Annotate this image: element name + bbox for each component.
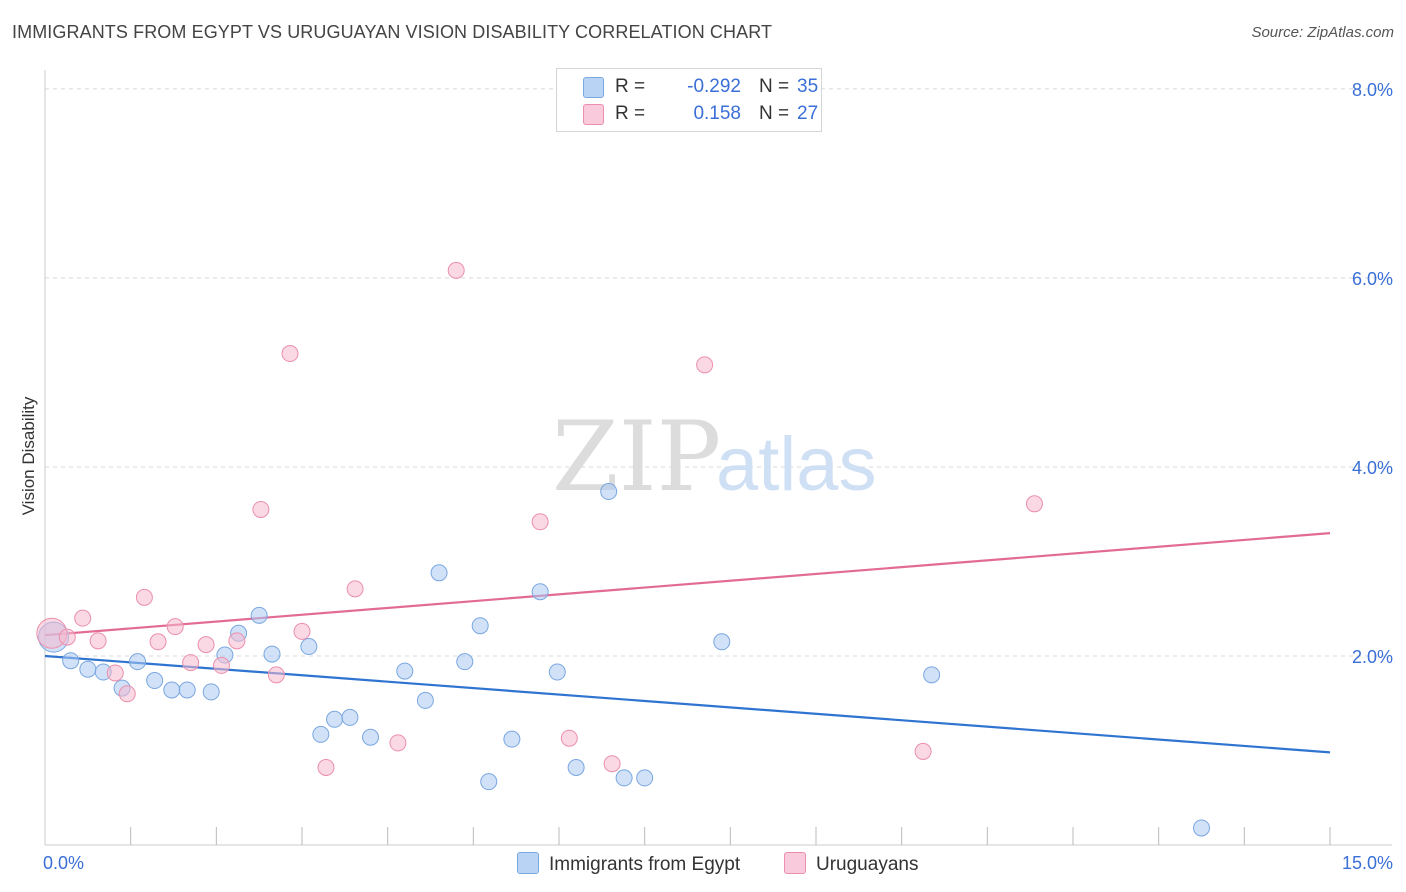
point-uruguayans xyxy=(118,685,136,703)
point-uruguayans xyxy=(166,618,184,636)
trend-line-uruguayans xyxy=(44,532,1331,637)
legend-r-value: 0.158 xyxy=(693,103,741,124)
legend-n-value: 35 xyxy=(797,76,819,97)
point-egypt xyxy=(250,606,268,624)
point-egypt xyxy=(300,638,318,656)
legend-swatch-pink-icon xyxy=(583,104,604,125)
watermark-zip: ZIP xyxy=(552,401,721,513)
legend-r-label: R = xyxy=(615,103,646,124)
point-egypt xyxy=(146,672,164,690)
point-uruguayans xyxy=(252,500,270,518)
point-uruguayans xyxy=(267,666,285,684)
legend-n-label: N = xyxy=(759,76,790,97)
point-egypt xyxy=(923,666,941,684)
point-egypt xyxy=(263,645,281,663)
point-egypt xyxy=(548,663,566,681)
point-uruguayans xyxy=(228,632,246,650)
x-tick-label: 0.0% xyxy=(43,853,84,873)
point-uruguayans xyxy=(317,759,335,776)
point-uruguayans xyxy=(58,628,76,646)
point-uruguayans xyxy=(89,632,107,650)
point-uruguayans xyxy=(531,513,549,531)
point-egypt xyxy=(163,681,181,699)
source-label: Source: ZipAtlas.com xyxy=(1251,24,1394,41)
point-uruguayans xyxy=(389,734,407,752)
x-tick-label: 15.0% xyxy=(1342,853,1393,873)
point-egypt xyxy=(396,662,414,680)
point-egypt xyxy=(615,769,633,787)
point-egypt xyxy=(600,483,618,501)
point-uruguayans xyxy=(281,345,299,363)
point-egypt xyxy=(1193,819,1210,837)
bottom-legend-blue-icon xyxy=(517,852,539,874)
point-uruguayans xyxy=(182,654,200,672)
point-uruguayans xyxy=(447,261,465,279)
legend-n-value: 27 xyxy=(797,103,819,124)
chart-title: IMMIGRANTS FROM EGYPT VS URUGUAYAN VISIO… xyxy=(12,22,773,42)
point-egypt xyxy=(480,773,498,791)
point-uruguayans xyxy=(346,580,364,598)
point-uruguayans xyxy=(293,622,311,640)
trend-line-egypt xyxy=(44,654,1331,754)
point-egypt xyxy=(636,769,654,787)
point-egypt xyxy=(416,691,434,709)
y-tick-label: 2.0% xyxy=(1352,647,1393,667)
stats-legend: R = -0.292 N = 35 R = 0.158 N = 27 xyxy=(556,68,822,132)
tick-labels: 2.0% 4.0% 6.0% 8.0% 0.0% 15.0% xyxy=(43,80,1393,873)
point-uruguayans xyxy=(560,729,578,747)
point-uruguayans xyxy=(603,755,621,773)
point-uruguayans xyxy=(212,656,230,674)
point-egypt xyxy=(430,564,448,582)
legend-swatch-blue-icon xyxy=(583,77,604,98)
point-egypt xyxy=(129,653,147,671)
point-egypt xyxy=(79,660,97,678)
point-egypt xyxy=(178,681,196,699)
point-egypt xyxy=(341,708,359,726)
point-egypt xyxy=(456,653,474,671)
point-uruguayans xyxy=(696,356,714,374)
point-egypt xyxy=(713,633,731,651)
point-egypt xyxy=(531,583,549,601)
gridlines xyxy=(45,88,1392,657)
legend-r-value: -0.292 xyxy=(687,76,741,97)
point-egypt xyxy=(567,759,585,776)
bottom-legend-uruguayans: Uruguayans xyxy=(784,852,918,876)
point-uruguayans xyxy=(106,664,124,682)
point-egypt xyxy=(362,728,380,746)
legend-n-label: N = xyxy=(759,103,790,124)
y-tick-label: 6.0% xyxy=(1352,269,1393,289)
point-uruguayans xyxy=(1025,495,1043,513)
point-uruguayans xyxy=(74,609,92,627)
bottom-legend-egypt: Immigrants from Egypt xyxy=(517,852,740,876)
point-egypt xyxy=(312,725,330,743)
point-uruguayans xyxy=(197,636,215,654)
bottom-legend-egypt-label: Immigrants from Egypt xyxy=(549,854,741,875)
point-uruguayans xyxy=(914,742,932,760)
data-points xyxy=(36,261,1210,837)
point-egypt xyxy=(202,683,220,701)
point-egypt xyxy=(503,730,521,748)
y-tick-label: 4.0% xyxy=(1352,458,1393,478)
y-tick-label: 8.0% xyxy=(1352,80,1393,100)
point-egypt xyxy=(62,652,80,670)
legend-r-label: R = xyxy=(615,76,646,97)
point-egypt xyxy=(471,617,489,635)
watermark-atlas: atlas xyxy=(716,422,877,507)
point-egypt xyxy=(326,710,344,728)
point-uruguayans xyxy=(149,633,167,651)
bottom-legend-uruguayans-label: Uruguayans xyxy=(816,854,919,875)
point-uruguayans xyxy=(135,588,153,606)
bottom-legend-pink-icon xyxy=(784,852,806,874)
axes xyxy=(44,70,1392,846)
y-axis-label: Vision Disability xyxy=(19,396,38,515)
